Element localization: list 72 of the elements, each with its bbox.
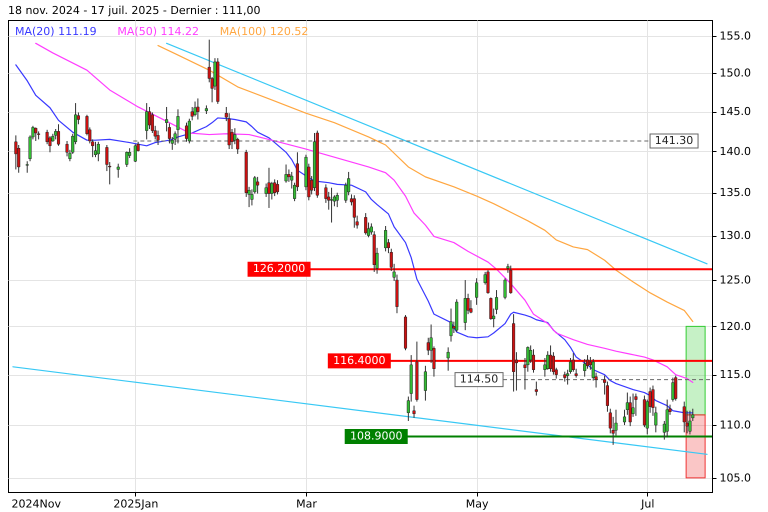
candlestick [563,371,566,382]
candlestick [486,270,490,294]
candlestick [330,187,334,224]
y-tick-label: 105.0 [720,471,751,484]
text: MA(20) 111.19 [15,25,97,38]
candlestick [424,365,427,402]
candlestick [125,150,128,168]
candlestick [284,164,288,184]
y-tick-label: 150.0 [720,66,751,80]
candlestick [364,212,368,236]
candlestick [156,130,160,146]
candlestick [196,98,200,120]
chart-title: 18 nov. 2024 - 17 juil. 2025 - Dernier : 111,00 [8,4,260,17]
ref-line-label: 116.4000 [333,354,386,367]
candlestick [34,126,38,142]
candlestick [352,194,356,228]
candlestick [384,225,388,252]
text: MA(50) 114.22 [117,25,199,38]
line-series [157,44,694,322]
candlestick [634,393,638,416]
x-tick-label: May [466,498,489,510]
candlestick [176,108,180,144]
x-tick-label: 2025Jan [113,498,158,510]
candlestick [145,102,148,140]
candlestick [256,176,260,194]
candlestick [475,278,478,306]
ref-line-label: 108.9000 [350,429,402,442]
y-tick-label: 110.0 [720,418,751,432]
candlestick [14,134,18,170]
candlestick [273,178,276,197]
y-tick-label: 140.0 [720,144,751,158]
ref-line-label: 114.50 [460,372,498,386]
candlestick [116,163,120,178]
candlestick [96,141,100,162]
x-tick-label: 2024Nov [12,498,62,510]
candlestick [674,375,678,402]
candlestick [65,140,69,157]
candlestick [666,399,669,438]
ref-line-label: 141.30 [654,134,694,147]
candlestick [276,180,280,195]
candlestick [270,181,274,200]
candlestick [412,405,416,418]
y-tick-label: 145.0 [720,105,751,118]
candlestick [449,308,453,342]
y-tick-label: 155.0 [720,29,751,42]
candlestick [264,183,268,198]
candlestick [532,348,536,374]
y-tick-label: 115.0 [720,368,751,382]
x-tick-label: Mar [296,498,318,510]
candlestick [682,401,686,433]
y-tick-label: 130.0 [720,229,751,242]
candlestick [534,381,538,396]
candlestick [688,410,692,435]
candlestick [336,192,339,208]
ref-line-label: 126.2000 [252,262,306,276]
candlestick [628,396,632,427]
line-series [35,42,694,383]
text: MA(100) 120.52 [220,25,308,38]
candlestick [134,144,137,163]
x-tick-label: Jul [640,498,654,510]
candlestick [26,160,29,174]
candlestick [504,278,507,300]
candlestick [193,101,197,117]
candlestick [509,265,512,294]
candlestick [446,346,450,372]
candlestick [671,377,674,402]
y-tick-label: 125.0 [720,274,751,287]
candlestick [56,124,60,146]
candlestick [583,358,586,378]
y-tick-label: 135.0 [720,186,751,200]
candlestick [549,344,552,372]
y-tick-label: 120.0 [720,320,751,333]
